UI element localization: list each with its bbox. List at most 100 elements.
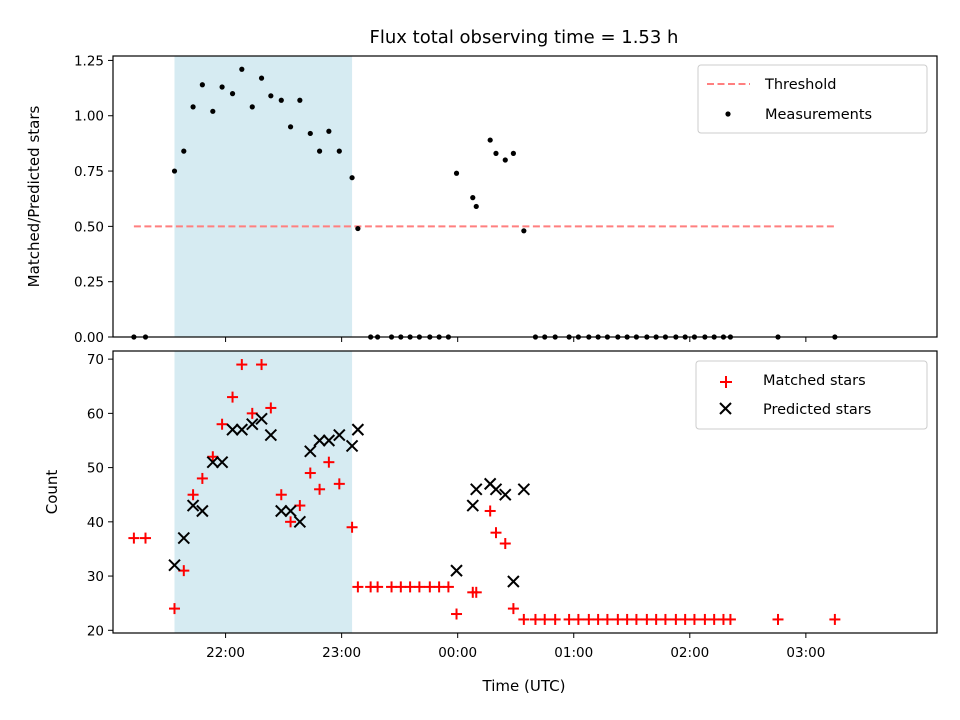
measurement-point	[355, 225, 361, 232]
matched-star-point	[679, 613, 691, 625]
measurement-point	[297, 97, 303, 103]
predicted-star-point	[168, 559, 181, 572]
matched-star-point	[688, 613, 700, 625]
top-legend-box	[697, 64, 928, 134]
matched-star-point	[601, 613, 613, 625]
predicted-star-point	[275, 504, 288, 518]
bottom-legend: Matched stars Predicted stars	[695, 360, 928, 430]
predicted-star-point	[246, 418, 259, 431]
predicted-star-point	[345, 439, 359, 453]
measurement-point	[181, 148, 187, 154]
legend-predicted-label: Predicted stars	[763, 402, 871, 418]
top-x-ticks	[225, 337, 807, 342]
matched-star-point	[196, 472, 208, 484]
measurement-point	[510, 150, 516, 156]
predicted-star-point	[215, 455, 229, 469]
predicted-star-point	[333, 428, 346, 442]
measurement-point	[210, 108, 216, 114]
matched-star-point	[451, 608, 463, 620]
measurement-point	[326, 128, 332, 134]
measurement-point	[349, 175, 355, 181]
observing-window-shade-top	[174, 56, 353, 337]
matched-star-point	[484, 505, 496, 517]
top-plot-frame	[112, 55, 938, 338]
x-tick-label: 22:00	[206, 645, 245, 661]
matched-star-point	[256, 359, 268, 371]
matched-star-point	[724, 613, 736, 625]
measurement-point	[268, 93, 274, 99]
y-tick-label: 30	[87, 569, 104, 585]
y-tick-label: 20	[87, 623, 104, 639]
predicted-star-point	[489, 483, 503, 496]
matched-star-point	[442, 581, 454, 593]
matched-star-point	[352, 581, 364, 593]
matched-star-point	[670, 613, 682, 625]
predicted-star-point	[206, 455, 220, 469]
matched-star-point	[178, 565, 190, 577]
y-tick-label: 60	[87, 406, 104, 422]
y-tick-label: 1.00	[74, 109, 104, 125]
observing-window-shade-bottom	[174, 351, 353, 633]
matched-star-point	[128, 532, 140, 544]
y-tick-label: 50	[87, 461, 104, 477]
matched-star-point	[139, 532, 151, 544]
measurement-point	[190, 104, 196, 110]
x-tick-label: 02:00	[670, 645, 709, 661]
y-tick-label: 70	[87, 352, 104, 368]
matched-star-point	[612, 613, 624, 625]
matched-star-point	[294, 500, 306, 512]
top-y-axis-label: Matched/Predicted stars	[25, 106, 43, 288]
predicted-star-point	[304, 445, 317, 458]
x-tick-label: 01:00	[554, 645, 593, 661]
y-tick-label: 0.25	[74, 275, 104, 291]
x-tick-label: 03:00	[786, 645, 825, 661]
matched-star-point	[630, 613, 642, 625]
measurement-point	[316, 148, 323, 154]
matched-star-point	[346, 521, 358, 533]
legend-predicted-swatch	[719, 402, 732, 415]
matched-star-point	[372, 581, 384, 593]
matched-star-point	[592, 613, 604, 625]
measurement-point	[258, 75, 265, 81]
y-tick-label: 40	[87, 515, 104, 531]
chart-title: Flux total observing time = 1.53 h	[370, 27, 679, 48]
matched-star-point	[583, 613, 595, 625]
measurement-point	[470, 195, 476, 201]
measurement-point	[502, 157, 508, 163]
predicted-star-point	[470, 483, 483, 496]
top-panel-ratio: 0.00 0.25 0.50 0.75 1.00 1.25 Matched/Predict…	[25, 53, 938, 346]
bottom-y-axis-label: Count	[43, 470, 61, 515]
predicted-star-point	[235, 423, 249, 436]
matched-star-point	[169, 603, 181, 615]
predicted-star-point	[450, 564, 463, 577]
legend-threshold-label: Threshold	[764, 77, 836, 93]
x-tick-label: 00:00	[438, 645, 477, 661]
predicted-star-point	[466, 499, 479, 512]
matched-star-point	[275, 489, 287, 501]
matched-star-point	[187, 489, 199, 501]
matched-star-point	[413, 581, 425, 593]
predicted-star-point	[186, 499, 200, 512]
y-tick-label: 0.00	[74, 330, 104, 346]
predicted-star-point	[284, 504, 297, 518]
legend-measurements-swatch	[725, 111, 731, 117]
predicted-star-point	[177, 531, 191, 545]
matched-star-point	[518, 613, 530, 625]
predicted-star-point	[517, 483, 531, 496]
x-axis-label: Time (UTC)	[482, 677, 566, 695]
y-tick-label: 0.75	[74, 164, 104, 180]
measurement-point	[473, 203, 479, 210]
predicted-star-point	[313, 434, 326, 447]
matched-star-point	[386, 581, 398, 593]
matched-star-point	[650, 613, 662, 625]
measurement-point	[171, 168, 178, 174]
top-y-ticks: 0.00 0.25 0.50 0.75 1.00 1.25	[74, 53, 113, 346]
bottom-y-ticks: 20 30 40 50 60 70	[87, 352, 113, 639]
bottom-x-ticks: 22:00 23:00 00:00 01:00 02:00 03:00	[206, 633, 825, 661]
measurement-point	[249, 104, 255, 110]
predicted-star-point	[226, 423, 239, 436]
predicted-star-point	[196, 504, 209, 518]
predicted-star-point	[293, 515, 307, 529]
matched-star-point	[304, 467, 316, 479]
